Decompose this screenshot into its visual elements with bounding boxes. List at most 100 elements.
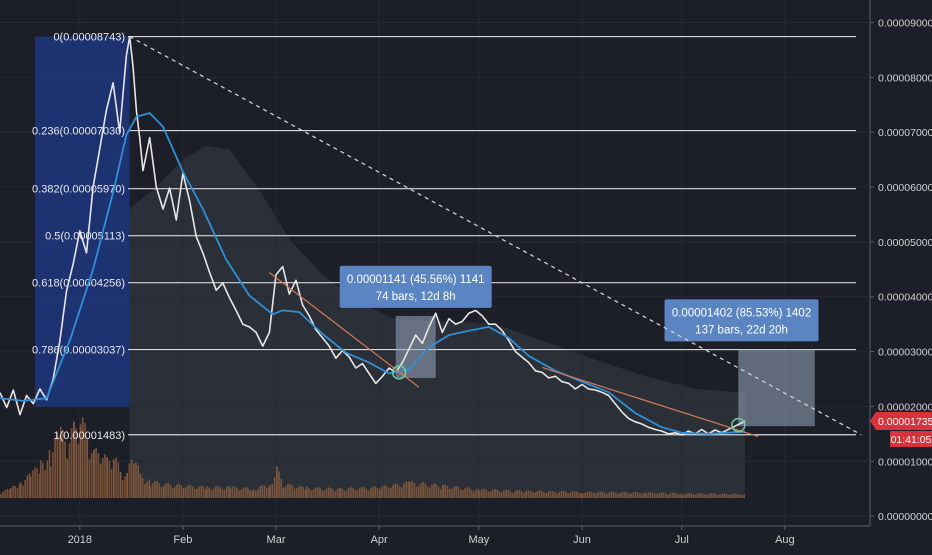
current-price-tag [870, 411, 932, 430]
volume-bar [558, 492, 561, 498]
volume-bar [580, 493, 583, 498]
volume-bar [49, 466, 52, 498]
fib-retracement[interactable]: 0(0.00008743) 0.236(0.00007030) 0.382(0.00… [32, 32, 856, 442]
volume-bar [671, 492, 674, 498]
volume-bar [379, 488, 381, 498]
volume-bar [341, 488, 343, 498]
measure-boxes[interactable]: 0.00001141 (45.56%) 1141 74 bars, 12d 8h 0… [339, 265, 819, 427]
volume-bar [730, 494, 732, 498]
volume-bar [144, 484, 146, 498]
fib-level-label: 0.236(0.00007030) [32, 126, 125, 138]
volume-bar [385, 486, 388, 498]
volume-bar [565, 491, 567, 498]
volume-bar [610, 491, 613, 498]
volume-bar [108, 461, 111, 498]
volume-bar [540, 490, 543, 498]
volume-bar [478, 490, 481, 498]
volume-bar [387, 488, 390, 498]
countdown-label: 01:41:05 [891, 434, 932, 446]
volume-bar [268, 487, 270, 498]
volume-bar [124, 476, 126, 498]
volume-bar [261, 485, 264, 498]
volume-bar [312, 489, 315, 498]
volume-bar [554, 492, 556, 498]
volume-bar [509, 491, 512, 498]
volume-bar [695, 494, 697, 498]
volume-bar [204, 489, 207, 498]
volume-bar [350, 487, 352, 498]
volume-bar [174, 487, 176, 498]
volume-bar [719, 494, 721, 498]
volume-bar [457, 486, 460, 498]
trend-line[interactable] [541, 366, 759, 438]
volume-bar [723, 493, 726, 498]
volume-bar [374, 486, 376, 498]
volume-bar [356, 490, 359, 498]
volume-bar [545, 493, 547, 498]
volume-bar [536, 491, 539, 498]
volume-bar [185, 487, 187, 498]
volume-bar [242, 487, 245, 498]
volume-bar [527, 490, 530, 498]
volume-bar [370, 488, 372, 498]
time-tick-label: Jun [573, 534, 591, 546]
volume-bar [66, 460, 69, 498]
volume-bar [44, 470, 46, 498]
volume-bar [215, 486, 217, 498]
volume-bar [115, 457, 117, 498]
volume-bar [146, 481, 148, 498]
volume-bar [252, 489, 255, 498]
volume-bar [39, 460, 42, 498]
fib-range-box [35, 36, 130, 407]
volume-bar [361, 486, 363, 498]
volume-bar [376, 488, 379, 498]
time-tick-label: Jul [675, 534, 689, 546]
volume-bar [336, 489, 339, 498]
volume-bar [372, 486, 374, 498]
volume-bar [681, 494, 684, 498]
volume-bar [464, 488, 466, 498]
volume-bar [739, 494, 741, 498]
volume-bar [426, 486, 429, 498]
trend-lines[interactable] [129, 36, 862, 438]
volume-bar [38, 473, 41, 498]
volume-bar [437, 486, 440, 498]
volume-bar [466, 487, 469, 498]
volume-bar [688, 492, 690, 498]
volume-bar [271, 484, 274, 498]
volume-bar [560, 491, 563, 498]
volume-bar [514, 491, 516, 498]
volume-bar [189, 484, 192, 498]
volume-bar [29, 476, 32, 498]
price-tick-label: 0.00000000 [878, 511, 932, 523]
volume-bar [717, 495, 719, 498]
volume-bar [196, 488, 198, 498]
volume-bar [669, 493, 671, 498]
volume-bar [273, 477, 276, 498]
volume-bar [647, 492, 649, 498]
volume-bar [623, 491, 626, 498]
volume-bar [634, 491, 637, 498]
volume-bar [686, 493, 688, 498]
volume-bar [75, 428, 77, 498]
volume-bar [280, 479, 282, 498]
fib-level-label: 0.618(0.00004256) [32, 278, 125, 290]
volume-bar [547, 491, 550, 498]
volume-bar [473, 491, 475, 498]
volume-bar [532, 492, 534, 498]
volume-bar [139, 474, 142, 498]
volume-bar [137, 465, 139, 498]
dashed-trend-line[interactable] [129, 36, 862, 436]
volume-bar [405, 481, 408, 498]
volume-bar [678, 494, 680, 498]
measure-box[interactable] [738, 349, 815, 427]
volume-bar [470, 489, 473, 498]
volume-bar [266, 487, 268, 498]
volume-bar [302, 487, 305, 498]
volume-bar [697, 493, 699, 498]
volume-bar [310, 490, 312, 498]
volume-bar [439, 489, 442, 498]
volume-bar [229, 488, 232, 498]
